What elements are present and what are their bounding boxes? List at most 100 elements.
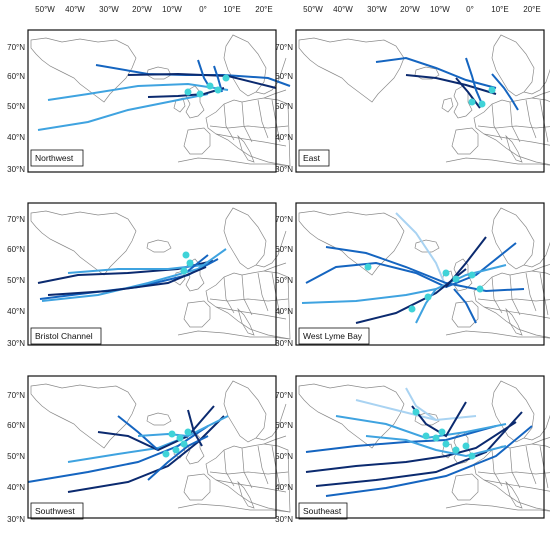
lon-tick-label: 20°E	[523, 5, 540, 14]
panel-label: Southwest	[35, 506, 75, 516]
storm-marker	[462, 442, 470, 450]
lat-axis-right-row2: 70°N 60°N 50°N 40°N 30°N	[275, 215, 293, 348]
lon-tick-label: 10°W	[430, 5, 450, 14]
panel-label-box	[30, 149, 84, 167]
panel-frame	[27, 29, 277, 173]
storm-marker	[364, 263, 372, 271]
lat-tick-label: 30°N	[7, 515, 25, 524]
lat-axis-left-row2: 70°N 60°N 50°N 40°N 30°N	[7, 215, 25, 348]
storm-track	[405, 74, 497, 95]
storm-track	[187, 409, 203, 447]
lon-tick-label: 0°	[466, 5, 474, 14]
lon-tick-label: 40°W	[333, 5, 353, 14]
lon-tick-label: 30°W	[367, 5, 387, 14]
storm-marker	[468, 98, 476, 106]
panel-label: West Lyme Bay	[303, 331, 363, 341]
panel-frame	[27, 375, 277, 519]
panel-label: Southeast	[303, 506, 342, 516]
lat-tick-label: 60°N	[275, 245, 293, 254]
lat-tick-label: 30°N	[7, 339, 25, 348]
storm-marker	[172, 446, 180, 454]
panel-northwest: Northwest	[27, 29, 291, 173]
lat-axis-left-row1: 70°N 60°N 50°N 40°N 30°N	[7, 43, 25, 174]
panel-label: East	[303, 153, 321, 163]
storm-track	[305, 242, 517, 289]
storm-markers	[468, 86, 496, 108]
panel-label-box	[298, 502, 348, 520]
storm-markers	[364, 263, 484, 313]
storm-track	[117, 415, 159, 451]
storm-marker	[488, 86, 496, 94]
storm-marker	[424, 293, 432, 301]
storm-marker	[432, 434, 440, 442]
lat-tick-label: 40°N	[7, 483, 25, 492]
lon-tick-label: 30°W	[99, 5, 119, 14]
lat-tick-label: 50°N	[275, 102, 293, 111]
tracks	[375, 56, 519, 111]
storm-track	[315, 411, 523, 487]
storm-track	[415, 288, 437, 324]
storm-marker	[452, 446, 460, 454]
lat-tick-label: 60°N	[7, 421, 25, 430]
lat-tick-label: 70°N	[275, 43, 293, 52]
tracks	[305, 387, 533, 497]
panel-frame	[295, 29, 545, 173]
lat-tick-label: 40°N	[7, 307, 25, 316]
tracks	[27, 405, 229, 493]
panel-frame	[295, 375, 545, 519]
storm-marker	[222, 74, 230, 82]
storm-track	[395, 212, 447, 288]
storm-track	[465, 57, 483, 105]
storm-track	[187, 254, 209, 272]
storm-track	[335, 415, 507, 440]
storm-track	[375, 56, 497, 89]
lon-axis-top-right: 50°W 40°W 30°W 20°W 10°W 0° 10°E 20°E	[303, 5, 541, 14]
storm-marker	[176, 434, 184, 442]
lat-tick-label: 70°N	[7, 391, 25, 400]
tracks	[37, 59, 291, 131]
panel-label-box	[298, 149, 330, 167]
storm-marker	[214, 86, 222, 94]
storm-marker	[442, 269, 450, 277]
storm-track	[67, 415, 225, 493]
lat-tick-label: 50°N	[275, 452, 293, 461]
panel-label-box	[298, 327, 370, 345]
storm-track	[405, 387, 437, 421]
lat-tick-label: 50°N	[7, 102, 25, 111]
lat-tick-label: 30°N	[275, 165, 293, 174]
storm-marker	[468, 271, 476, 279]
storm-marker	[452, 275, 460, 283]
storm-marker	[476, 285, 484, 293]
lat-tick-label: 40°N	[275, 133, 293, 142]
storm-marker	[196, 90, 204, 98]
storm-marker	[162, 450, 170, 458]
storm-track	[365, 435, 507, 458]
panel-southeast: Southeast	[295, 375, 550, 520]
storm-markers	[184, 74, 230, 98]
lat-tick-label: 30°N	[275, 515, 293, 524]
lon-tick-label: 40°W	[65, 5, 85, 14]
storm-track	[325, 246, 525, 293]
storm-track	[47, 82, 229, 101]
panel-frame	[27, 202, 277, 346]
lon-tick-label: 20°W	[132, 5, 152, 14]
storm-track	[305, 425, 497, 453]
tracks	[301, 212, 525, 324]
storm-track	[67, 264, 205, 274]
storm-marker	[180, 440, 188, 448]
basemap	[30, 34, 291, 167]
lat-axis-left-row3: 70°N 60°N 50°N 40°N 30°N	[7, 391, 25, 524]
storm-track	[37, 93, 209, 131]
lon-tick-label: 50°W	[303, 5, 323, 14]
storm-markers	[180, 251, 194, 275]
lat-tick-label: 40°N	[275, 483, 293, 492]
storm-marker	[184, 88, 192, 96]
storm-track	[47, 266, 207, 296]
storm-marker	[184, 428, 192, 436]
storm-track	[27, 425, 209, 483]
lon-tick-label: 10°E	[491, 5, 508, 14]
lat-tick-label: 50°N	[275, 276, 293, 285]
storm-track	[453, 288, 477, 324]
panel-bristol-channel: Bristol Channel	[27, 202, 291, 346]
